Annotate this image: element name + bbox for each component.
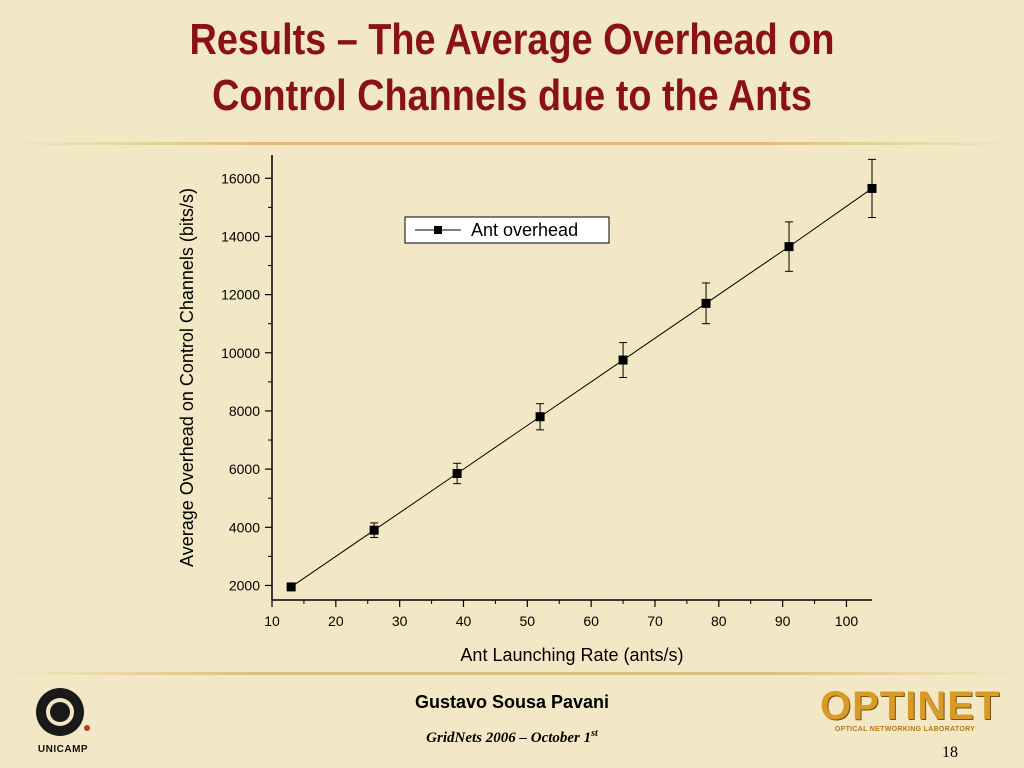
page-number: 18 (942, 744, 958, 761)
x-tick-label: 30 (392, 613, 408, 629)
data-point (535, 412, 545, 422)
slide-title-line-1: Results – The Average Overhead on (189, 15, 835, 64)
y-tick-label: 12000 (221, 287, 260, 303)
x-tick-label: 10 (264, 613, 280, 629)
series-line (290, 188, 873, 588)
x-tick-label: 20 (328, 613, 344, 629)
x-tick-label: 90 (775, 613, 791, 629)
x-tick-label: 50 (520, 613, 536, 629)
conference-text: GridNets 2006 – October 1 (426, 730, 592, 746)
x-tick-label: 40 (456, 613, 472, 629)
conference-info: GridNets 2006 – October 1st (312, 728, 712, 747)
optinet-logo-name: OPTINET (820, 684, 1001, 728)
y-tick-label: 16000 (221, 170, 260, 186)
y-tick-label: 6000 (229, 461, 260, 477)
data-point (369, 525, 379, 535)
y-tick-label: 14000 (221, 228, 260, 244)
slide-title: Results – The Average Overhead on Contro… (72, 12, 953, 124)
x-tick-label: 80 (711, 613, 727, 629)
optinet-logo-subtitle: OPTICAL NETWORKING LABORATORY (834, 726, 976, 733)
slide-title-line-2: Control Channels due to the Ants (212, 71, 812, 120)
unicamp-logo-label: UNICAMP (37, 744, 89, 755)
data-point (784, 242, 794, 252)
y-tick-label: 8000 (229, 403, 260, 419)
legend-marker (434, 226, 442, 234)
data-point (867, 183, 877, 193)
optinet-logo: OPTINET OPTICAL NETWORKING LABORATORY (820, 684, 1001, 740)
data-point (286, 582, 296, 592)
data-point (618, 355, 628, 365)
y-tick-label: 10000 (221, 345, 260, 361)
author-name: Gustavo Sousa Pavani (414, 692, 610, 712)
unicamp-logo: UNICAMP (28, 684, 98, 764)
x-tick-label: 60 (583, 613, 599, 629)
data-point (452, 468, 462, 478)
unicamp-emblem-icon (36, 688, 90, 736)
conference-ordinal: st (591, 728, 598, 739)
footer-divider (0, 672, 1024, 675)
x-axis-title: Ant Launching Rate (ants/s) (460, 645, 683, 665)
y-tick-label: 2000 (229, 577, 260, 593)
y-tick-label: 4000 (229, 519, 260, 535)
y-axis-title: Average Overhead on Control Channels (bi… (177, 188, 197, 567)
x-tick-label: 70 (647, 613, 663, 629)
data-point (701, 298, 711, 308)
title-divider (0, 142, 1024, 145)
x-tick-label: 100 (835, 613, 859, 629)
legend-label: Ant overhead (471, 220, 578, 240)
